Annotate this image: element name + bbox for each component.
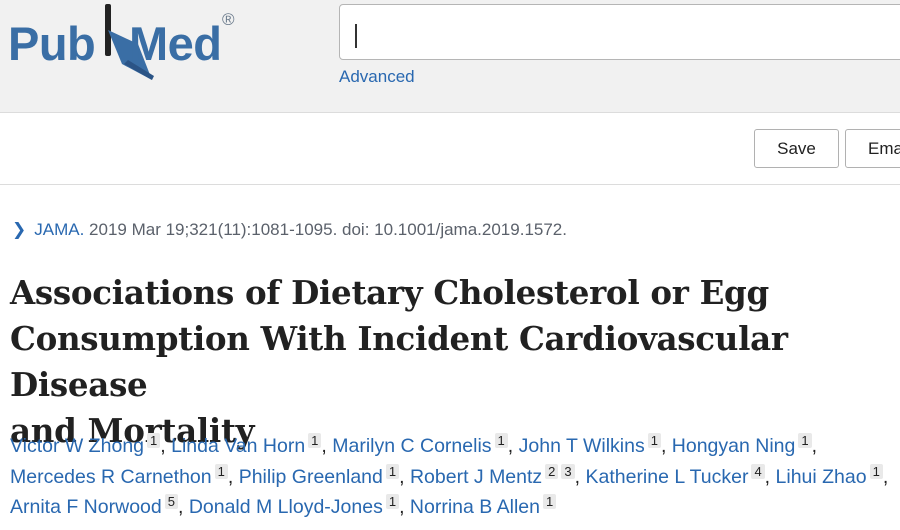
text-caret [355, 24, 357, 48]
article-title: Associations of Dietary Cholesterol or E… [10, 270, 895, 454]
affiliation-badge[interactable]: 1 [308, 433, 322, 448]
author-link[interactable]: Victor W Zhong [10, 435, 145, 457]
author-link[interactable]: Katherine L Tucker [585, 465, 749, 488]
article-title-line: and Mortality [10, 411, 255, 450]
logo-text-med: Med [129, 17, 222, 70]
affiliation-badge[interactable]: 1 [147, 433, 161, 448]
author-link[interactable]: Philip Greenland [238, 465, 383, 488]
author-link[interactable]: John T Wilkins [518, 435, 645, 457]
citation-details: 2019 Mar 19;321(11):1081-1095. doi: 10.1… [89, 220, 567, 239]
author-link[interactable]: Arnita F Norwood [10, 496, 162, 518]
affiliation-badge[interactable]: 5 [164, 494, 178, 509]
article-title-line: Consumption With Incident Cardiovascular… [10, 319, 788, 404]
affiliation-badge[interactable]: 1 [543, 494, 557, 509]
affiliation-badge[interactable]: 1 [214, 463, 228, 479]
pubmed-logo[interactable]: Pub Med ® [8, 2, 248, 82]
article-title-line: Associations of Dietary Cholesterol or E… [10, 273, 769, 312]
affiliation-badge[interactable]: 4 [751, 463, 765, 479]
save-button[interactable]: Save [754, 129, 839, 168]
logo-text-pub: Pub [8, 17, 96, 70]
affiliation-badge[interactable]: 2 [545, 463, 559, 479]
author-link[interactable]: Linda Van Horn [171, 435, 306, 457]
affiliation-badge[interactable]: 1 [798, 433, 812, 448]
author-link[interactable]: Mercedes R Carnethon [10, 465, 212, 488]
search-input[interactable] [339, 4, 900, 60]
site-header: Pub Med ® Advanced [0, 0, 900, 113]
book-icon [105, 4, 154, 80]
affiliation-badge[interactable]: 1 [869, 463, 883, 479]
chevron-right-icon[interactable]: ❯ [12, 220, 27, 239]
journal-link[interactable]: JAMA. [34, 220, 85, 239]
advanced-search-link[interactable]: Advanced [339, 67, 415, 86]
author-link[interactable]: Hongyan Ning [671, 435, 796, 457]
affiliation-badge[interactable]: 3 [561, 463, 575, 479]
author-link[interactable]: Marilyn C Cornelis [332, 435, 492, 457]
affiliation-badge[interactable]: 1 [385, 494, 400, 509]
author-list: Victor W Zhong 1, Linda Van Horn 1, Marily… [10, 433, 889, 518]
email-button[interactable]: Email [845, 129, 900, 168]
author-link[interactable]: Norrina B Allen [409, 496, 540, 518]
affiliation-badge[interactable]: 1 [494, 433, 508, 448]
journal-citation: ❯ JAMA. 2019 Mar 19;321(11):1081-1095. do… [12, 220, 567, 240]
affiliation-badge[interactable]: 1 [385, 463, 400, 479]
affiliation-badge[interactable]: 1 [647, 433, 661, 448]
author-link[interactable]: Lihui Zhao [775, 465, 867, 488]
author-link[interactable]: Robert J Mentz [409, 465, 543, 488]
toolbar-divider [0, 184, 900, 185]
registered-mark: ® [222, 10, 235, 29]
author-link[interactable]: Donald M Lloyd-Jones [188, 496, 383, 518]
